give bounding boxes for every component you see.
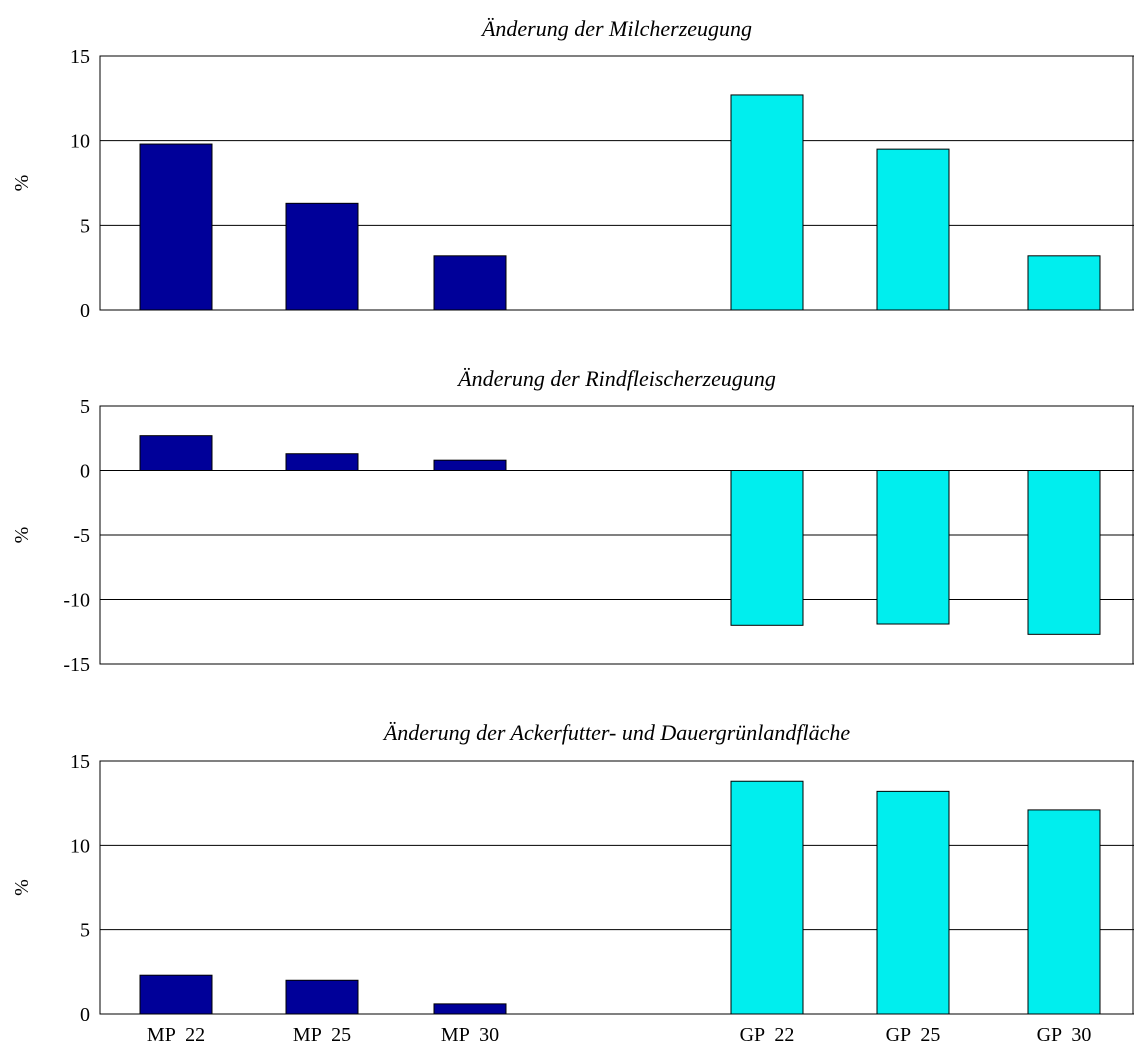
chart-panel-1: Änderung der Milcherzeugung 0 5 10 15% [11, 16, 1134, 322]
bar-mp-30 [433, 459, 507, 471]
bar-gp-30 [1027, 809, 1101, 1015]
bar-mp-30 [433, 255, 507, 311]
y-tick-label: -5 [73, 525, 90, 547]
y-axis-label: % [11, 879, 33, 896]
bar-gp-25 [876, 148, 950, 311]
y-tick-label: 15 [70, 751, 90, 773]
x-category-label: GP 25 [886, 1024, 941, 1046]
chart-panel-3: Änderung der Ackerfutter- und Dauergrünl… [11, 720, 1134, 1046]
x-category-label: MP 25 [293, 1024, 351, 1046]
chart-panel-2: Änderung der Rindfleischerzeugung -15 -10 -… [11, 366, 1134, 676]
chart-title: Änderung der Milcherzeugung [480, 16, 752, 41]
bar-mp-22 [139, 435, 213, 472]
bar-mp-25 [285, 453, 359, 472]
bar-mp-30 [433, 1003, 507, 1015]
bar-gp-22 [730, 94, 804, 311]
y-tick-label: -10 [63, 590, 90, 612]
chart-title: Änderung der Ackerfutter- und Dauergrünl… [382, 720, 851, 745]
y-tick-label: 10 [70, 131, 90, 153]
chart-title: Änderung der Rindfleischerzeugung [456, 366, 776, 391]
y-tick-label: 0 [80, 300, 90, 322]
bar-gp-25 [876, 470, 950, 625]
bar-gp-25 [876, 790, 950, 1015]
x-category-label: GP 30 [1037, 1024, 1092, 1046]
x-category-label: GP 22 [740, 1024, 795, 1046]
y-tick-label: 5 [80, 920, 90, 942]
bar-gp-22 [730, 780, 804, 1015]
plot-frame [99, 55, 1134, 311]
y-tick-label: 0 [80, 1004, 90, 1026]
y-axis-label: % [11, 175, 33, 192]
y-tick-label: 0 [80, 461, 90, 483]
bar-mp-25 [285, 202, 359, 311]
bar-gp-30 [1027, 470, 1101, 635]
bar-mp-25 [285, 979, 359, 1015]
y-axis-label: % [11, 527, 33, 544]
y-tick-label: 5 [80, 396, 90, 418]
bar-mp-22 [139, 143, 213, 311]
plot-frame [99, 760, 1134, 1015]
y-tick-label: 10 [70, 835, 90, 857]
x-category-label: MP 30 [441, 1024, 499, 1046]
y-tick-label: -15 [63, 654, 90, 676]
y-tick-label: 15 [70, 46, 90, 68]
plot-frame [99, 405, 1134, 665]
bar-mp-22 [139, 974, 213, 1015]
x-category-label: MP 22 [147, 1024, 205, 1046]
bar-gp-22 [730, 470, 804, 626]
bar-gp-30 [1027, 255, 1101, 311]
y-tick-label: 5 [80, 215, 90, 237]
